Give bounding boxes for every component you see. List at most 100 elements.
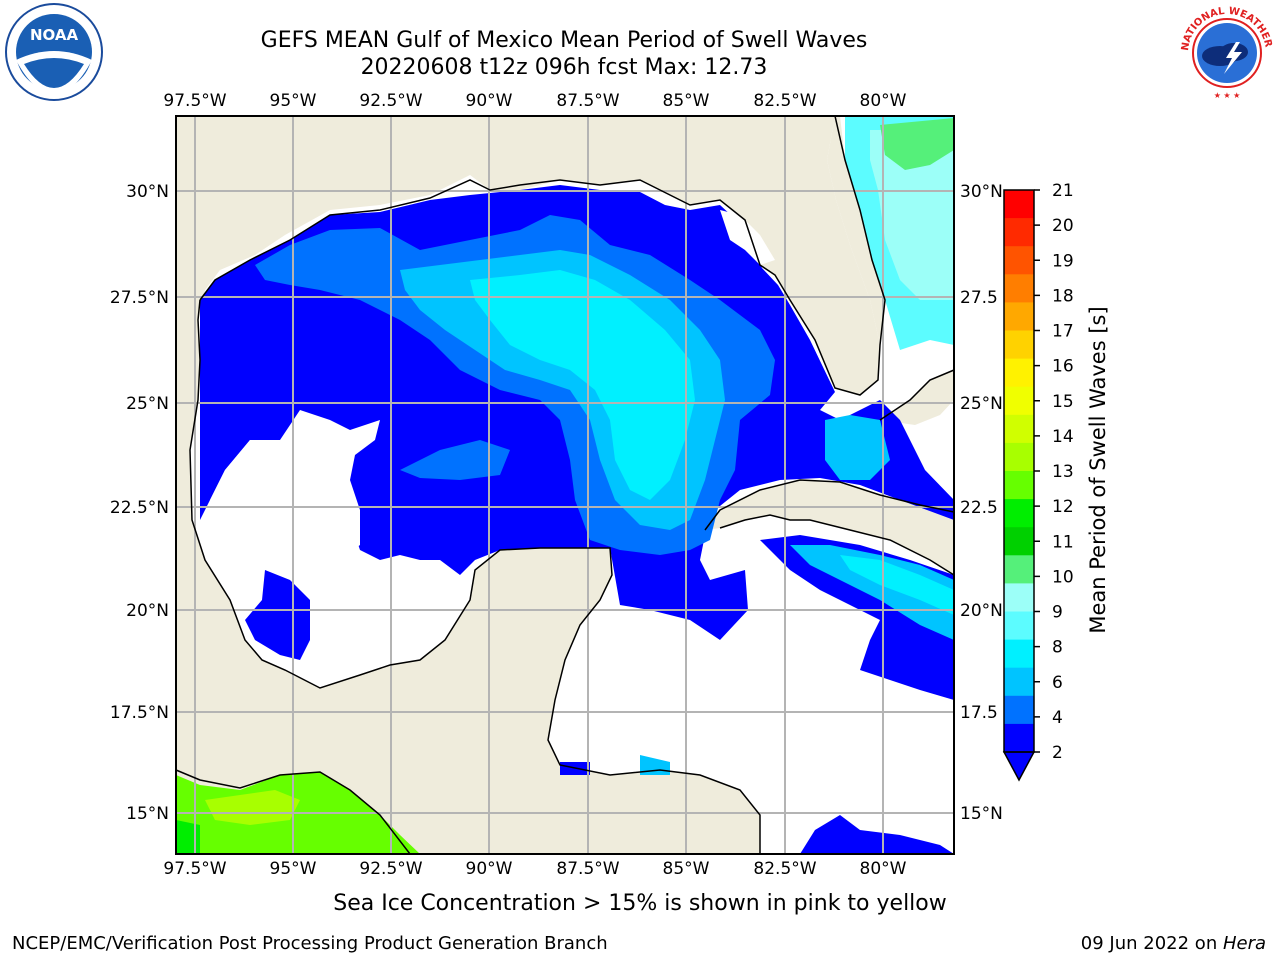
colorbar-tick-label: 8 bbox=[1052, 638, 1063, 658]
colorbar-tick-label: 18 bbox=[1052, 286, 1074, 306]
colorbar-label: Mean Period of Swell Waves [s] bbox=[1086, 306, 1110, 633]
colorbar-swatch bbox=[1004, 246, 1034, 275]
colorbar-tick-label: 10 bbox=[1052, 567, 1074, 587]
land-cuba bbox=[705, 480, 954, 575]
colorbar-tick-label: 9 bbox=[1052, 603, 1063, 623]
swell-field-4-6 bbox=[400, 440, 510, 480]
nws-logo: NATIONAL WEATHER SERVICE ★ ★ ★ bbox=[1176, 2, 1276, 102]
colorbar-swatch bbox=[1004, 330, 1034, 360]
svg-text:★ ★ ★: ★ ★ ★ bbox=[1214, 91, 1241, 100]
colorbar-tick-label: 20 bbox=[1052, 216, 1074, 236]
colorbar-swatch bbox=[1004, 386, 1034, 416]
sea-ice-note: Sea Ice Concentration > 15% is shown in … bbox=[333, 891, 947, 916]
lon-label: 90°W bbox=[466, 859, 513, 879]
colorbar-extend-min bbox=[1002, 751, 1036, 782]
lat-label: 30°N bbox=[126, 182, 169, 202]
colorbar-swatch bbox=[1004, 274, 1034, 303]
colorbar-swatch bbox=[1004, 695, 1034, 725]
footer-date-text: 09 Jun 2022 on bbox=[1080, 933, 1223, 954]
lon-label: 92.5°W bbox=[359, 91, 422, 111]
land-florida-east bbox=[827, 116, 885, 345]
lon-label: 95°W bbox=[270, 859, 317, 879]
lat-label: 17.5 bbox=[960, 703, 998, 723]
lat-label: 27.5°N bbox=[110, 288, 169, 308]
swell-field-atlantic-10 bbox=[880, 118, 954, 170]
colorbar-swatch bbox=[1004, 611, 1034, 641]
lat-label: 30°N bbox=[960, 182, 1003, 202]
graticule bbox=[176, 116, 954, 854]
noaa-logo: NOAA bbox=[5, 3, 103, 101]
colorbar: 21 20 19 18 17 16 15 14 13 12 11 10 9 8 6 4 2 bbox=[1002, 181, 1074, 782]
colorbar-tick-label: 15 bbox=[1052, 392, 1074, 412]
colorbar-swatch bbox=[1004, 358, 1034, 388]
lon-labels-bottom: 97.5°W 95°W 92.5°W 90°W 87.5°W 85°W 82.5… bbox=[163, 859, 906, 879]
colorbar-swatch bbox=[1004, 583, 1034, 612]
lon-label: 82.5°W bbox=[753, 859, 816, 879]
lat-label: 27.5 bbox=[960, 288, 998, 308]
colorbar-swatch bbox=[1004, 499, 1034, 528]
land-north-america bbox=[176, 116, 880, 854]
colorbar-tick-label: 13 bbox=[1052, 462, 1074, 482]
lon-labels-top: 97.5°W 95°W 92.5°W 90°W 87.5°W 85°W 82.5… bbox=[163, 91, 906, 111]
colorbar-tick-label: 21 bbox=[1052, 181, 1074, 201]
colorbar-swatch bbox=[1004, 555, 1034, 584]
swell-field-caribbean-8 bbox=[840, 555, 954, 615]
colorbar-swatch bbox=[1004, 190, 1034, 219]
lon-label: 80°W bbox=[860, 91, 907, 111]
colorbar-tick-label: 14 bbox=[1052, 427, 1074, 447]
colorbar-tick-label: 19 bbox=[1052, 251, 1074, 271]
colorbar-swatch bbox=[1004, 218, 1034, 247]
swell-field-gap bbox=[720, 210, 775, 265]
swell-field-straits bbox=[825, 415, 890, 480]
colorbar-tick-label: 11 bbox=[1052, 532, 1074, 552]
lat-label: 22.5°N bbox=[110, 498, 169, 518]
lat-labels-right: 30°N 27.5 25°N 22.5 20°N 17.5 15°N bbox=[960, 182, 1003, 824]
lon-label: 90°W bbox=[466, 91, 513, 111]
swell-field-caribbean-spots bbox=[800, 815, 954, 854]
colorbar-swatch bbox=[1004, 639, 1034, 669]
colorbar-tick-label: 6 bbox=[1052, 673, 1063, 693]
swell-field-gap bbox=[210, 410, 380, 560]
swell-field-8 bbox=[470, 270, 695, 500]
lon-label: 97.5°W bbox=[163, 91, 226, 111]
lat-label: 22.5 bbox=[960, 498, 998, 518]
svg-text:NOAA: NOAA bbox=[30, 26, 79, 44]
colorbar-swatch bbox=[1004, 723, 1034, 753]
footer-credit: NCEP/EMC/Verification Post Processing Pr… bbox=[12, 933, 608, 954]
colorbar-swatch bbox=[1004, 302, 1034, 331]
lon-label: 80°W bbox=[860, 859, 907, 879]
chart-subtitle: 20220608 t12z 096h fcst Max: 12.73 bbox=[360, 55, 768, 80]
lat-label: 25°N bbox=[960, 394, 1003, 414]
map-frame bbox=[175, 115, 955, 855]
swell-field-caribbean-6 bbox=[790, 545, 954, 640]
swell-field-pacific-12 bbox=[205, 790, 300, 825]
lon-label: 87.5°W bbox=[556, 91, 619, 111]
lon-label: 92.5°W bbox=[359, 859, 422, 879]
lat-label: 17.5°N bbox=[110, 703, 169, 723]
lon-label: 85°W bbox=[663, 91, 710, 111]
colorbar-tick-label: 16 bbox=[1052, 357, 1074, 377]
lat-labels-left: 30°N 27.5°N 25°N 22.5°N 20°N 17.5°N 15°N bbox=[110, 182, 169, 824]
lat-label: 15°N bbox=[960, 804, 1003, 824]
colorbar-swatch bbox=[1004, 667, 1034, 697]
lon-label: 95°W bbox=[270, 91, 317, 111]
lon-label: 82.5°W bbox=[753, 91, 816, 111]
lon-label: 97.5°W bbox=[163, 859, 226, 879]
swell-field-atlantic-9 bbox=[870, 130, 954, 300]
coastlines bbox=[176, 116, 954, 854]
colorbar-swatch bbox=[1004, 527, 1034, 556]
footer-date: 09 Jun 2022 on Hera bbox=[1081, 933, 1266, 954]
lon-label: 87.5°W bbox=[556, 859, 619, 879]
colorbar-tick-label: 4 bbox=[1052, 708, 1063, 728]
lon-label: 85°W bbox=[663, 859, 710, 879]
colorbar-tick-label: 17 bbox=[1052, 322, 1074, 342]
lat-label: 20°N bbox=[960, 601, 1003, 621]
lat-label: 15°N bbox=[126, 804, 169, 824]
swell-field-pacific-11 bbox=[176, 820, 200, 854]
footer-host: Hera bbox=[1222, 933, 1266, 954]
chart-title: GEFS MEAN Gulf of Mexico Mean Period of … bbox=[260, 28, 868, 53]
colorbar-swatch bbox=[1004, 471, 1034, 500]
colorbar-tick-label: 12 bbox=[1052, 497, 1074, 517]
lat-label: 25°N bbox=[126, 394, 169, 414]
